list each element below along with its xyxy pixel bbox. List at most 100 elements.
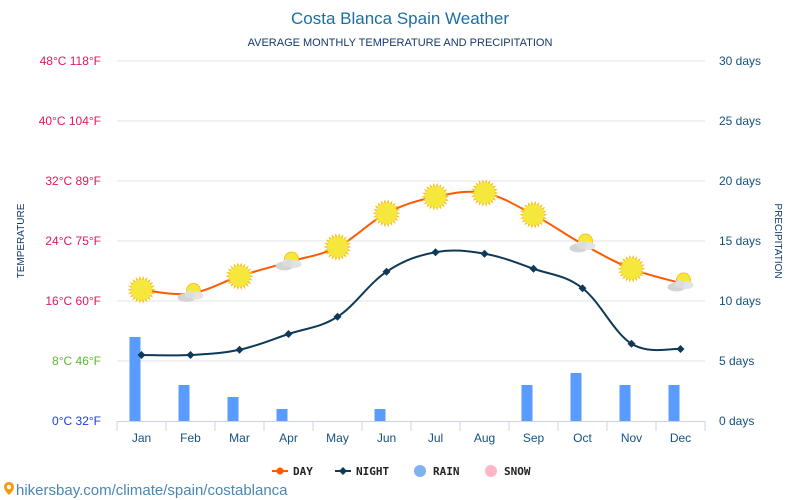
sun-icon — [519, 200, 548, 229]
night-point — [578, 284, 587, 293]
x-tick-label: Oct — [573, 431, 592, 445]
partly-cloudy-icon — [569, 233, 596, 253]
sun-icon — [470, 179, 499, 207]
legend-snow-circle-icon — [485, 465, 497, 477]
night-point — [529, 264, 538, 273]
partly-cloudy-icon — [275, 251, 302, 271]
grid-lines — [117, 60, 705, 362]
right-tick-label: 25 days — [719, 114, 761, 128]
x-tick-label: Aug — [474, 431, 495, 445]
right-axis-ticks: 0 days 5 days 10 days 15 days 20 days 25 days… — [719, 54, 761, 428]
partly-cloudy-icon — [177, 283, 204, 302]
sun-icon — [421, 182, 450, 211]
cloud-part — [576, 241, 587, 249]
night-point — [431, 248, 440, 257]
rain-bar — [178, 385, 190, 421]
right-tick-label: 5 days — [719, 354, 754, 368]
rain-bar — [374, 409, 386, 421]
legend-label: SNOW — [504, 465, 531, 478]
night-point — [627, 339, 636, 348]
night-line — [141, 249, 681, 357]
x-tick-label: Dec — [670, 431, 691, 445]
source-url[interactable]: hikersbay.com/climate/spain/costablanca — [16, 482, 288, 499]
left-axis-label: TEMPERATURE — [16, 203, 27, 278]
day-line — [141, 190, 681, 296]
x-tick-label: Feb — [180, 431, 201, 445]
location-pin-icon — [4, 482, 14, 495]
legend-day-dot-icon — [276, 467, 284, 475]
x-tick-label: Jul — [428, 431, 443, 445]
left-tick-label: 0°C 32°F — [52, 414, 101, 428]
legend-item-snow[interactable]: SNOW — [485, 465, 531, 478]
chart-title: Costa Blanca Spain Weather — [291, 9, 509, 28]
x-tick-label: Sep — [523, 431, 545, 445]
left-tick-label: 40°C 104°F — [39, 114, 101, 128]
legend: DAY NIGHT RAIN SNOW — [272, 465, 531, 478]
rain-bar — [668, 385, 680, 421]
legend-label: DAY — [293, 465, 313, 478]
night-point — [480, 249, 489, 258]
cloud-part — [282, 259, 293, 267]
x-tick-label: May — [326, 431, 349, 445]
rain-bar — [570, 373, 582, 421]
right-axis-label: PRECIPITATION — [772, 203, 783, 278]
rain-bar — [129, 337, 141, 421]
sun-icon — [225, 262, 254, 291]
night-point — [333, 312, 342, 321]
legend-night-diamond-icon — [339, 467, 347, 475]
x-tick-label: Nov — [621, 431, 642, 445]
sun-icon — [617, 254, 646, 283]
sun-disc — [376, 202, 397, 224]
partly-cloudy-icon — [667, 272, 694, 292]
sun-disc — [474, 182, 495, 204]
rain-bar — [619, 385, 631, 421]
temperature-lines — [141, 190, 681, 357]
night-point — [186, 351, 195, 359]
sun-disc — [425, 186, 446, 208]
rain-bar — [276, 409, 288, 421]
left-axis-ticks: 0°C 32°F 8°C 46°F 16°C 60°F 24°C 75°F 32°C 8… — [39, 54, 101, 428]
night-point — [382, 267, 391, 276]
x-tick-label: Apr — [279, 431, 298, 445]
night-point — [137, 351, 146, 359]
rain-bar — [227, 397, 239, 421]
left-tick-label: 32°C 89°F — [45, 174, 101, 188]
source-link[interactable]: hikersbay.com/climate/spain/costablanca — [4, 482, 288, 499]
legend-label: NIGHT — [356, 465, 389, 478]
sun-icon — [323, 233, 352, 261]
x-axis: Jan Feb Mar Apr May Jun Jul Aug Sep Oct Nov Dec — [116, 421, 706, 445]
sun-icon — [372, 199, 401, 228]
x-tick-label: Jun — [377, 431, 396, 445]
right-tick-label: 20 days — [719, 174, 761, 188]
temperature-markers — [127, 179, 694, 359]
right-tick-label: 10 days — [719, 294, 761, 308]
sun-disc — [621, 258, 642, 280]
left-tick-label: 16°C 60°F — [45, 294, 101, 308]
rain-bar — [521, 385, 533, 421]
night-point — [676, 345, 685, 353]
sun-disc — [327, 236, 348, 258]
left-tick-label: 24°C 75°F — [45, 234, 101, 248]
cloud-part — [184, 290, 195, 299]
left-tick-label: 48°C 118°F — [40, 54, 101, 68]
sun-disc — [523, 204, 544, 226]
legend-rain-circle-icon — [414, 465, 426, 477]
legend-item-day[interactable]: DAY — [272, 465, 313, 478]
x-tick-label: Mar — [229, 431, 250, 445]
chart-subtitle: AVERAGE MONTHLY TEMPERATURE AND PRECIPIT… — [248, 37, 553, 49]
left-tick-label: 8°C 46°F — [52, 354, 101, 368]
night-point — [235, 345, 244, 354]
night-point — [284, 330, 293, 338]
right-tick-label: 15 days — [719, 234, 761, 248]
sun-disc — [229, 265, 250, 287]
legend-item-rain[interactable]: RAIN — [414, 465, 460, 478]
x-tick-label: Jan — [132, 431, 151, 445]
sun-icon — [127, 275, 156, 304]
cloud-part — [674, 280, 685, 288]
legend-label: RAIN — [433, 465, 460, 478]
sun-disc — [131, 279, 152, 301]
rain-bars — [129, 337, 680, 421]
legend-item-night[interactable]: NIGHT — [335, 465, 389, 478]
right-tick-label: 30 days — [719, 54, 761, 68]
